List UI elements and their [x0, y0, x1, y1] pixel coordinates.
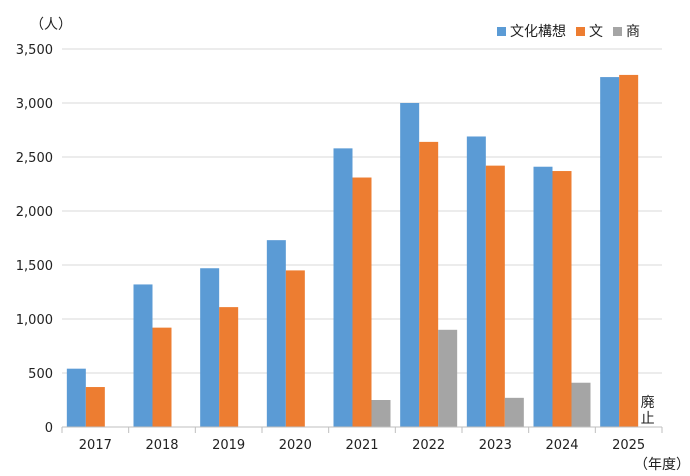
bar-文-2024 [552, 171, 572, 427]
y-tick-label: 500 [28, 367, 53, 382]
bar-文化構想-2020 [266, 240, 286, 427]
bar-文-2017 [85, 387, 105, 427]
bar-文化構想-2019 [200, 268, 220, 427]
bar-文化構想-2018 [133, 284, 153, 427]
bar-文-2021 [352, 177, 372, 427]
x-tick-label: 2020 [279, 438, 312, 453]
axes: 0 500 1,000 1,500 2,000 2,500 3,000 3,500 2017 20… [16, 43, 663, 453]
legend-label: 文化構想 [510, 24, 566, 40]
legend-label: 文 [589, 24, 603, 40]
bar-文-2020 [285, 270, 305, 427]
annotation-label: 廃止 [641, 394, 655, 427]
legend-swatch [576, 27, 585, 36]
y-tick-label: 1,500 [16, 259, 53, 274]
y-axis-unit: （人） [30, 17, 72, 33]
bar-文化構想-2025 [600, 77, 620, 427]
bar-文-2018 [152, 327, 172, 427]
x-tick-label: 2021 [345, 438, 378, 453]
bar-文-2022 [419, 141, 439, 427]
bars [66, 74, 639, 428]
y-tick-label: 3,000 [16, 97, 53, 112]
x-tick-label: 2022 [412, 438, 445, 453]
y-tick-label: 2,000 [16, 205, 53, 220]
y-tick-label: 3,500 [16, 43, 53, 58]
x-tick-label: 2017 [79, 438, 112, 453]
bar-文化構想-2021 [333, 148, 353, 428]
legend-swatch [613, 27, 622, 36]
legend: 文化構想 文 商 [497, 24, 640, 40]
bar-文-2023 [485, 165, 505, 427]
x-axis-unit: （年度） [634, 457, 690, 473]
bar-文化構想-2024 [533, 166, 553, 427]
y-tick-label: 2,500 [16, 151, 53, 166]
x-tick-label: 2025 [612, 438, 645, 453]
y-tick-label: 1,000 [16, 313, 53, 328]
bar-商-2021 [371, 400, 391, 427]
y-tick-label: 0 [45, 421, 53, 436]
x-tick-label: 2024 [545, 438, 578, 453]
bar-文-2025 [619, 74, 639, 428]
legend-swatch [497, 27, 506, 36]
x-tick-label: 2023 [479, 438, 512, 453]
bar-文化構想-2017 [66, 368, 86, 427]
bar-文化構想-2022 [400, 103, 420, 427]
bar-商-2024 [571, 382, 591, 427]
bar-商-2023 [504, 397, 524, 427]
legend-label: 商 [626, 24, 640, 40]
bar-商-2022 [438, 329, 458, 427]
bar-文-2019 [219, 307, 239, 427]
bar-文化構想-2023 [466, 136, 486, 428]
x-tick-label: 2019 [212, 438, 245, 453]
x-tick-label: 2018 [145, 438, 178, 453]
